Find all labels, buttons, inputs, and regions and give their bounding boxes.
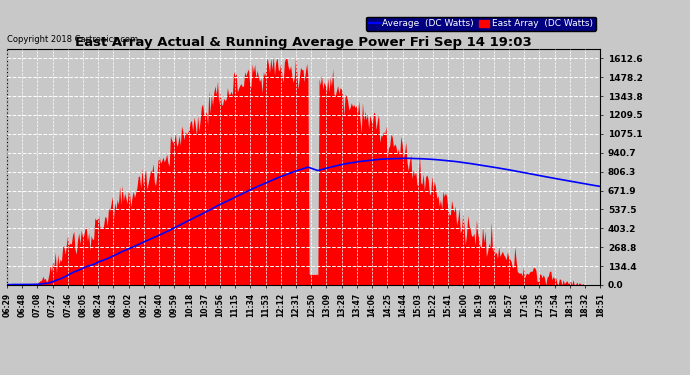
Text: Copyright 2018 Cartronics.com: Copyright 2018 Cartronics.com — [7, 34, 138, 44]
Legend: Average  (DC Watts), East Array  (DC Watts): Average (DC Watts), East Array (DC Watts… — [366, 16, 595, 31]
Title: East Array Actual & Running Average Power Fri Sep 14 19:03: East Array Actual & Running Average Powe… — [75, 36, 532, 49]
